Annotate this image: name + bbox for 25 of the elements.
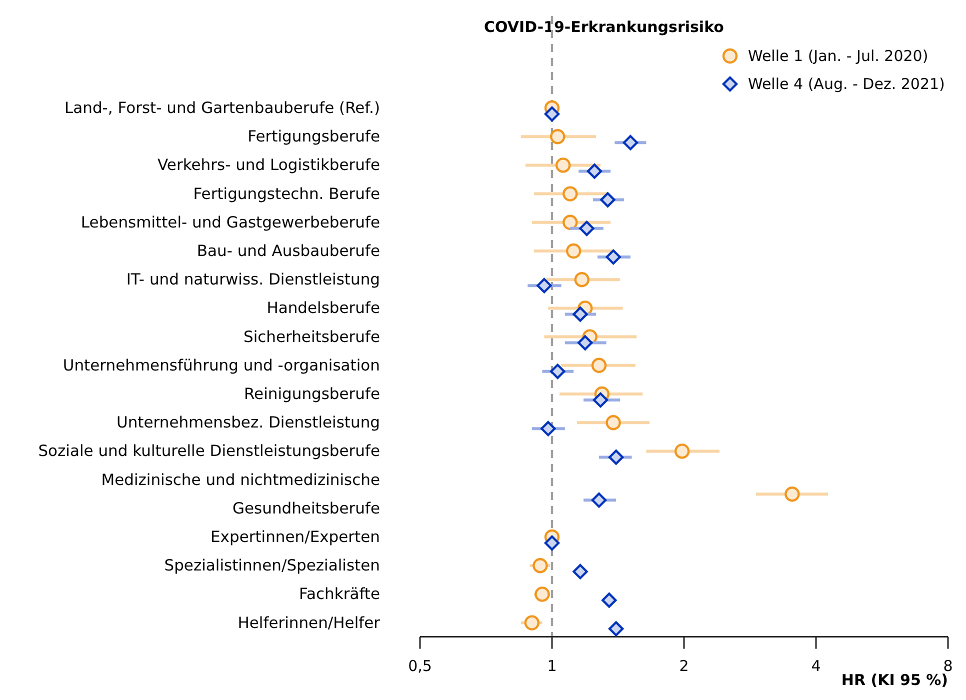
x-tick-label: 0,5 <box>408 656 432 675</box>
y-tick-label: Medizinische und nichtmedizinische Gesundheitsberufe <box>101 470 380 518</box>
legend-label: Welle 4 (Aug. - Dez. 2021) <box>748 75 945 93</box>
y-tick-label: Verkehrs- und Logistikberufe <box>158 156 380 174</box>
y-tick-label: Soziale und kulturelle Dienstleistungsberufe <box>38 442 380 460</box>
y-tick-label: Fertigungstechn. Berufe <box>193 184 380 203</box>
y-tick-label: Lebensmittel- und Gastgewerbeberufe <box>80 213 380 232</box>
x-tick-label: 1 <box>547 656 557 675</box>
y-tick-label: Handelsberufe <box>266 299 380 318</box>
y-tick-label: Fertigungsberufe <box>248 128 380 146</box>
y-tick-label: Helferinnen/Helfer <box>238 614 381 632</box>
chart-title: COVID-19-Erkrankungsrisiko <box>484 18 724 36</box>
y-tick-label: Unternehmensführung und -organisation <box>62 356 380 374</box>
legend-label: Welle 1 (Jan. - Jul. 2020) <box>748 47 928 65</box>
y-tick-label: IT- und naturwiss. Dienstleistung <box>126 270 380 289</box>
y-tick-label: Spezialistinnen/Spezialisten <box>164 556 380 575</box>
y-tick-label: Unternehmensbez. Dienstleistung <box>116 414 380 432</box>
x-tick-label: 4 <box>811 656 821 675</box>
y-tick-label: Land-, Forst- und Gartenbauberufe (Ref.) <box>64 99 380 117</box>
y-tick-label: Fachkräfte <box>299 585 380 604</box>
y-tick-label: Expertinnen/Experten <box>210 528 380 546</box>
y-tick-label: Reinigungsberufe <box>244 385 380 403</box>
y-tick-label: Bau- und Ausbauberufe <box>196 242 380 260</box>
y-tick-label: Sicherheitsberufe <box>243 328 380 346</box>
x-tick-label: 2 <box>679 656 689 675</box>
